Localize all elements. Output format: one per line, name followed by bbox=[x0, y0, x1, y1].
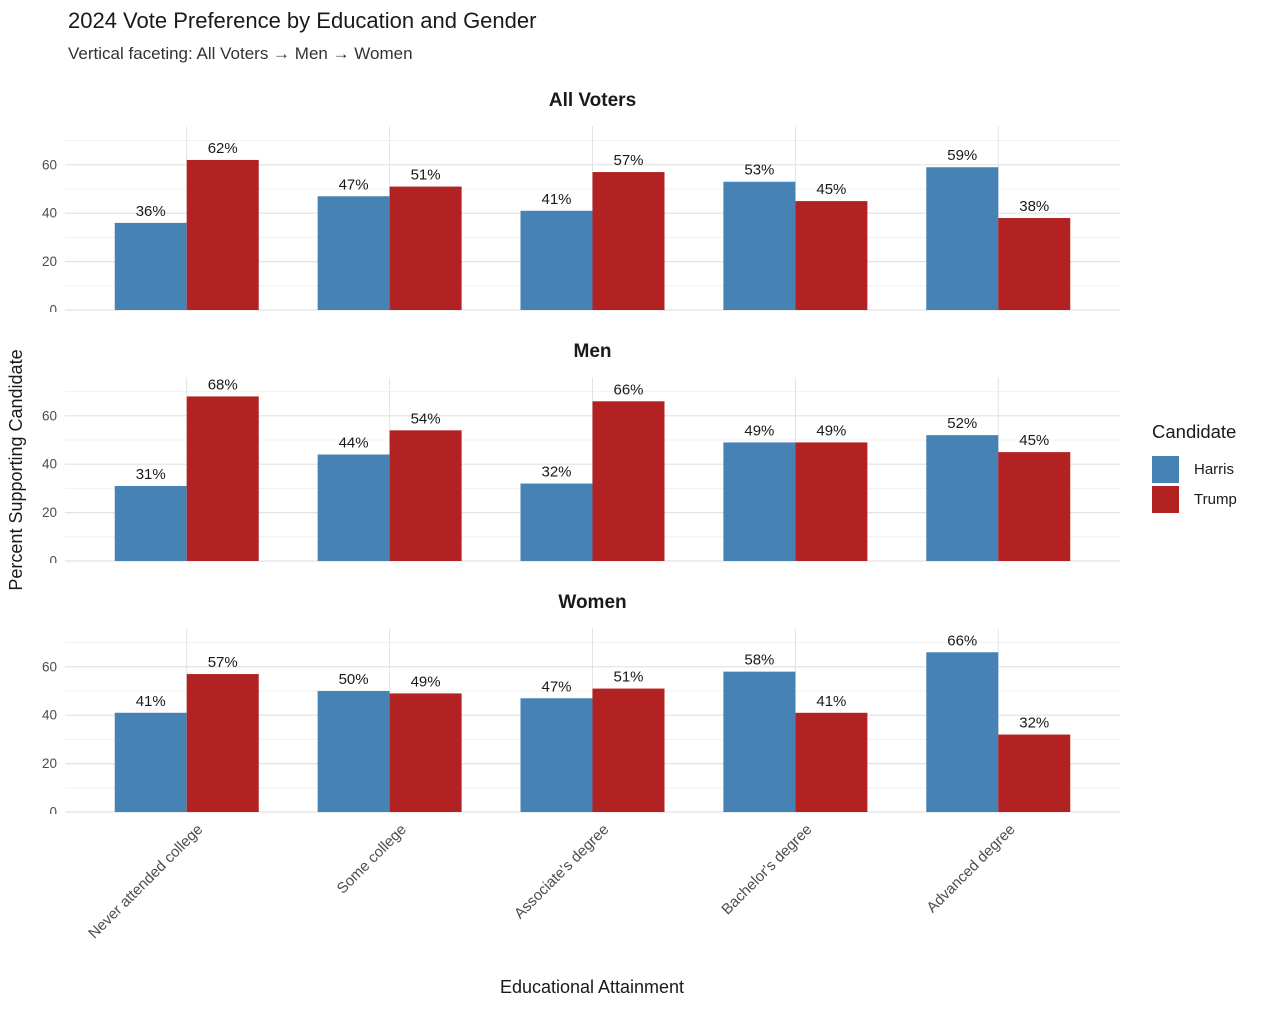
bar-value-label: 53% bbox=[744, 162, 774, 179]
bar-trump bbox=[186, 674, 259, 812]
bar-trump bbox=[186, 396, 259, 561]
bar-value-label: 66% bbox=[947, 632, 977, 649]
bar-value-label: 49% bbox=[411, 673, 441, 690]
y-tick-label: 60 bbox=[42, 659, 57, 674]
bar-value-label: 44% bbox=[339, 435, 369, 452]
bar-trump bbox=[389, 186, 462, 310]
legend-title: Candidate bbox=[1152, 421, 1237, 442]
legend-swatch-harris bbox=[1152, 456, 1179, 483]
x-category-label: Associate's degree bbox=[511, 821, 613, 923]
bar-value-label: 45% bbox=[816, 181, 846, 198]
y-tick-label: 20 bbox=[42, 505, 57, 520]
bar-harris bbox=[114, 222, 187, 310]
bar-trump bbox=[186, 159, 259, 310]
bar-value-label: 47% bbox=[339, 176, 369, 193]
facet-title-all-voters: All Voters bbox=[548, 90, 637, 111]
y-tick-label: 60 bbox=[42, 157, 57, 172]
bar-harris bbox=[926, 435, 999, 561]
bar-value-label: 32% bbox=[1019, 715, 1049, 732]
legend-label-trump: Trump bbox=[1194, 491, 1237, 508]
bar-harris bbox=[317, 196, 390, 310]
bar-value-label: 49% bbox=[744, 422, 774, 439]
y-axis-title: Percent Supporting Candidate bbox=[6, 349, 26, 591]
bar-value-label: 50% bbox=[339, 671, 369, 688]
bar-value-label: 41% bbox=[816, 693, 846, 710]
bar-harris bbox=[520, 698, 593, 812]
bar-value-label: 51% bbox=[613, 669, 643, 686]
y-tick-label: 20 bbox=[42, 254, 57, 269]
x-category-label: Bachelor's degree bbox=[718, 821, 816, 919]
bar-value-label: 41% bbox=[136, 693, 166, 710]
x-category-label: Some college bbox=[333, 821, 410, 898]
bar-harris bbox=[520, 483, 593, 561]
bar-harris bbox=[723, 181, 796, 310]
bar-value-label: 52% bbox=[947, 415, 977, 432]
bar-trump bbox=[998, 452, 1071, 561]
bar-value-label: 41% bbox=[541, 191, 571, 208]
bar-trump bbox=[998, 218, 1071, 310]
bar-value-label: 68% bbox=[208, 377, 238, 393]
chart-title: 2024 Vote Preference by Education and Ge… bbox=[68, 8, 537, 33]
chart-subtitle: Vertical faceting: All Voters → Men → Wo… bbox=[68, 44, 413, 63]
bar-value-label: 51% bbox=[411, 167, 441, 184]
y-tick-label: 0 bbox=[49, 554, 57, 564]
bar-value-label: 38% bbox=[1019, 198, 1049, 215]
y-tick-label: 40 bbox=[42, 206, 57, 221]
bar-value-label: 58% bbox=[744, 652, 774, 669]
bar-harris bbox=[114, 485, 187, 561]
bar-trump bbox=[389, 693, 462, 812]
bar-value-label: 59% bbox=[947, 147, 977, 164]
y-tick-label: 0 bbox=[49, 303, 57, 313]
facet-panel-men: 0 20 40 60 31% 44% 32% 49% 52% 68% 54% 66% 49% 45% bbox=[42, 377, 1120, 564]
bar-value-label: 47% bbox=[541, 678, 571, 695]
y-tick-label: 40 bbox=[42, 708, 57, 723]
facet-title-men: Men bbox=[573, 341, 612, 362]
legend-label-harris: Harris bbox=[1194, 461, 1234, 478]
x-category-label: Advanced degree bbox=[923, 821, 1019, 917]
bar-trump bbox=[795, 712, 868, 812]
bar-harris bbox=[926, 167, 999, 310]
bar-harris bbox=[317, 691, 390, 812]
bar-harris bbox=[926, 652, 999, 812]
y-tick-label: 20 bbox=[42, 756, 57, 771]
bar-harris bbox=[723, 671, 796, 812]
bar-value-label: 32% bbox=[541, 464, 571, 481]
bar-value-label: 57% bbox=[208, 654, 238, 671]
bar-value-label: 45% bbox=[1019, 432, 1049, 449]
bar-trump bbox=[592, 172, 665, 310]
y-tick-label: 60 bbox=[42, 408, 57, 423]
bar-trump bbox=[795, 201, 868, 310]
bar-value-label: 66% bbox=[613, 381, 643, 398]
bar-trump bbox=[592, 401, 665, 561]
bar-value-label: 54% bbox=[411, 410, 441, 427]
bar-value-label: 62% bbox=[208, 140, 238, 157]
bar-value-label: 49% bbox=[816, 422, 846, 439]
bar-trump bbox=[592, 688, 665, 812]
bar-harris bbox=[114, 712, 187, 812]
bar-value-label: 36% bbox=[136, 203, 166, 220]
bar-trump bbox=[998, 734, 1071, 812]
bar-harris bbox=[317, 454, 390, 561]
bar-harris bbox=[723, 442, 796, 561]
facet-title-women: Women bbox=[558, 592, 627, 613]
legend-item-trump: Trump bbox=[1152, 486, 1237, 513]
y-tick-label: 0 bbox=[49, 805, 57, 815]
y-tick-label: 40 bbox=[42, 457, 57, 472]
bar-trump bbox=[795, 442, 868, 561]
facet-panel-all-voters: 0 20 40 60 36% 47% 41% 53% 59% 62% 51% 57% 45% 38% bbox=[42, 126, 1120, 313]
bar-value-label: 31% bbox=[136, 466, 166, 483]
bar-trump bbox=[389, 430, 462, 561]
legend: Candidate Harris Trump bbox=[1152, 421, 1237, 516]
bar-harris bbox=[520, 210, 593, 310]
x-axis-title: Educational Attainment bbox=[499, 977, 685, 997]
facet-panel-women: 0 20 40 60 41% 50% 47% 58% 66% 57% 49% 51% 41% 32% bbox=[42, 628, 1120, 815]
legend-item-harris: Harris bbox=[1152, 456, 1237, 483]
bar-value-label: 57% bbox=[613, 152, 643, 169]
legend-swatch-trump bbox=[1152, 486, 1179, 513]
x-category-label: Never attended college bbox=[85, 821, 207, 943]
